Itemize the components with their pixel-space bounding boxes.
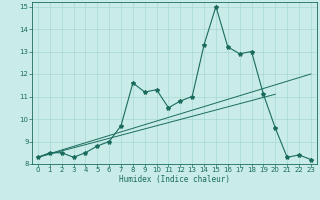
X-axis label: Humidex (Indice chaleur): Humidex (Indice chaleur) — [119, 175, 230, 184]
